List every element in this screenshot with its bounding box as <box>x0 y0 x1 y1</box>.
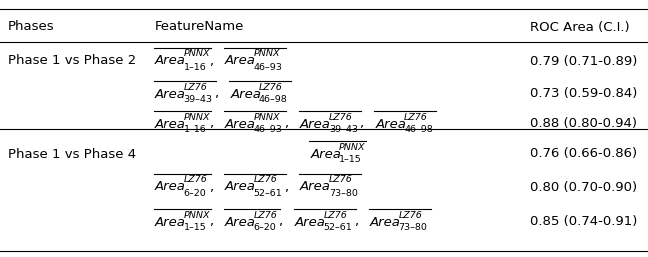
Text: 1–16: 1–16 <box>183 125 206 134</box>
Text: 6–20: 6–20 <box>183 188 206 197</box>
Text: ROC Area (C.I.): ROC Area (C.I.) <box>530 21 630 33</box>
Text: Area: Area <box>155 87 186 100</box>
Text: 52–61: 52–61 <box>253 188 282 197</box>
Text: Phase 1 vs Phase 2: Phase 1 vs Phase 2 <box>8 54 136 68</box>
Text: ,: , <box>215 87 224 100</box>
Text: Area: Area <box>225 180 256 194</box>
Text: 39–43: 39–43 <box>329 125 358 134</box>
Text: 39–43: 39–43 <box>183 96 213 105</box>
Text: Area: Area <box>375 117 406 131</box>
Text: PNNX: PNNX <box>183 50 210 59</box>
Text: ,: , <box>209 54 218 68</box>
Text: PNNX: PNNX <box>253 50 280 59</box>
Text: 46–93: 46–93 <box>253 125 283 134</box>
Text: LZ76: LZ76 <box>329 113 353 122</box>
Text: ,: , <box>354 216 363 228</box>
Text: Area: Area <box>155 216 186 228</box>
Text: LZ76: LZ76 <box>183 176 207 185</box>
Text: LZ76: LZ76 <box>323 210 347 219</box>
Text: ,: , <box>209 180 218 194</box>
Text: 46–98: 46–98 <box>404 125 433 134</box>
Text: Area: Area <box>155 117 186 131</box>
Text: LZ76: LZ76 <box>404 113 428 122</box>
Text: Area: Area <box>225 216 256 228</box>
Text: 1–16: 1–16 <box>183 62 206 71</box>
Text: 0.80 (0.70-0.90): 0.80 (0.70-0.90) <box>530 180 637 194</box>
Text: LZ76: LZ76 <box>399 210 422 219</box>
Text: PNNX: PNNX <box>253 113 280 122</box>
Text: Phases: Phases <box>8 21 54 33</box>
Text: 46–98: 46–98 <box>259 96 288 105</box>
Text: 1–15: 1–15 <box>339 155 362 164</box>
Text: 0.76 (0.66-0.86): 0.76 (0.66-0.86) <box>530 148 637 161</box>
Text: 73–80: 73–80 <box>399 224 428 233</box>
Text: Area: Area <box>295 216 325 228</box>
Text: Area: Area <box>230 87 261 100</box>
Text: ,: , <box>285 180 293 194</box>
Text: ,: , <box>209 117 218 131</box>
Text: ,: , <box>209 216 218 228</box>
Text: 6–20: 6–20 <box>253 224 276 233</box>
Text: ,: , <box>279 216 288 228</box>
Text: Area: Area <box>155 54 186 68</box>
Text: LZ76: LZ76 <box>253 176 277 185</box>
Text: 73–80: 73–80 <box>329 188 358 197</box>
Text: Area: Area <box>310 148 341 161</box>
Text: 0.73 (0.59-0.84): 0.73 (0.59-0.84) <box>530 87 638 100</box>
Text: 1–15: 1–15 <box>183 224 206 233</box>
Text: FeatureName: FeatureName <box>155 21 244 33</box>
Text: ,: , <box>285 117 293 131</box>
Text: LZ76: LZ76 <box>329 176 353 185</box>
Text: Area: Area <box>225 117 256 131</box>
Text: 0.79 (0.71-0.89): 0.79 (0.71-0.89) <box>530 54 638 68</box>
Text: Area: Area <box>225 54 256 68</box>
Text: ,: , <box>360 117 369 131</box>
Text: 46–93: 46–93 <box>253 62 283 71</box>
Text: Area: Area <box>155 180 186 194</box>
Text: LZ76: LZ76 <box>259 82 283 91</box>
Text: PNNX: PNNX <box>183 210 210 219</box>
Text: Area: Area <box>300 180 331 194</box>
Text: Area: Area <box>370 216 401 228</box>
Text: Phase 1 vs Phase 4: Phase 1 vs Phase 4 <box>8 148 136 161</box>
Text: PNNX: PNNX <box>183 113 210 122</box>
Text: 52–61: 52–61 <box>323 224 352 233</box>
Text: PNNX: PNNX <box>339 142 365 151</box>
Text: Area: Area <box>300 117 331 131</box>
Text: 0.88 (0.80-0.94): 0.88 (0.80-0.94) <box>530 117 637 131</box>
Text: LZ76: LZ76 <box>183 82 207 91</box>
Text: LZ76: LZ76 <box>253 210 277 219</box>
Text: 0.85 (0.74-0.91): 0.85 (0.74-0.91) <box>530 216 638 228</box>
